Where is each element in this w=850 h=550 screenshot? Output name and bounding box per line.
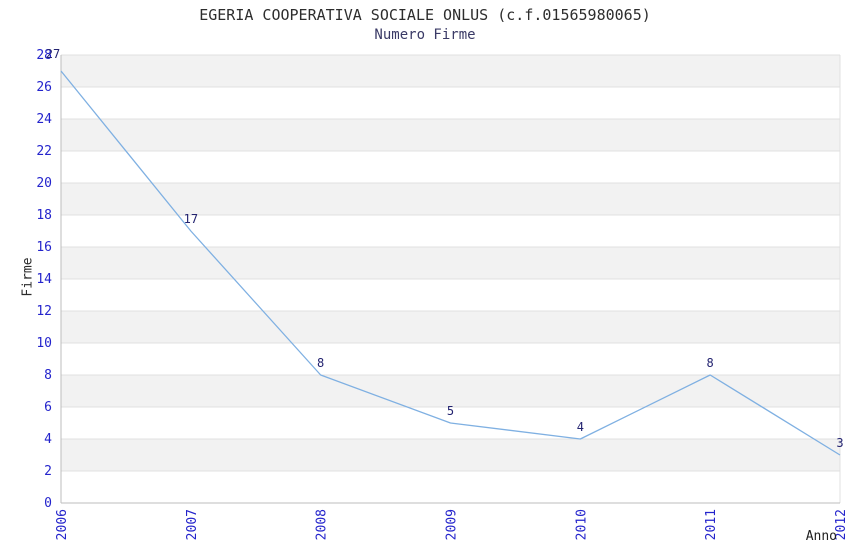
y-tick-label: 10 <box>36 336 52 351</box>
y-tick-label: 24 <box>36 112 52 127</box>
grid-stripe <box>61 119 840 151</box>
y-tick-label: 6 <box>44 400 52 415</box>
y-tick-label: 20 <box>36 176 52 191</box>
y-tick-label: 4 <box>44 432 52 447</box>
data-point-label: 8 <box>317 356 324 370</box>
y-tick-label: 18 <box>36 208 52 223</box>
y-tick-label: 12 <box>36 304 52 319</box>
grid-stripe <box>61 439 840 471</box>
y-tick-label: 16 <box>36 240 52 255</box>
y-tick-label: 0 <box>44 496 52 511</box>
grid-stripe <box>61 375 840 407</box>
x-tick-label: 2011 <box>704 509 719 540</box>
y-tick-label: 22 <box>36 144 52 159</box>
grid-stripe <box>61 311 840 343</box>
x-tick-label: 2007 <box>185 509 200 540</box>
data-series-line <box>60 70 841 456</box>
data-point-label: 3 <box>836 436 843 450</box>
y-tick-label: 14 <box>36 272 52 287</box>
chart-title: EGERIA COOPERATIVA SOCIALE ONLUS (c.f.01… <box>199 6 651 24</box>
data-point-label: 5 <box>447 404 454 418</box>
grid-stripe <box>61 55 840 87</box>
y-tick-label: 2 <box>44 464 52 479</box>
grid-stripe <box>61 247 840 279</box>
x-tick-label: 2012 <box>834 509 849 540</box>
y-tick-label: 28 <box>36 48 52 63</box>
y-tick-label: 26 <box>36 80 52 95</box>
x-tick-label: 2008 <box>315 509 330 540</box>
y-tick-label: 8 <box>44 368 52 383</box>
data-point-label: 4 <box>577 420 584 434</box>
x-tick-label: 2006 <box>55 509 70 540</box>
x-tick-label: 2009 <box>445 509 460 540</box>
x-tick-label: 2010 <box>574 509 589 540</box>
data-point-label: 27 <box>46 47 60 61</box>
grid-stripe <box>61 183 840 215</box>
x-axis-title: Anno <box>805 529 837 544</box>
data-point-label: 17 <box>184 212 198 226</box>
chart-subtitle: Numero Firme <box>374 27 476 43</box>
data-point-label: 8 <box>707 356 714 370</box>
